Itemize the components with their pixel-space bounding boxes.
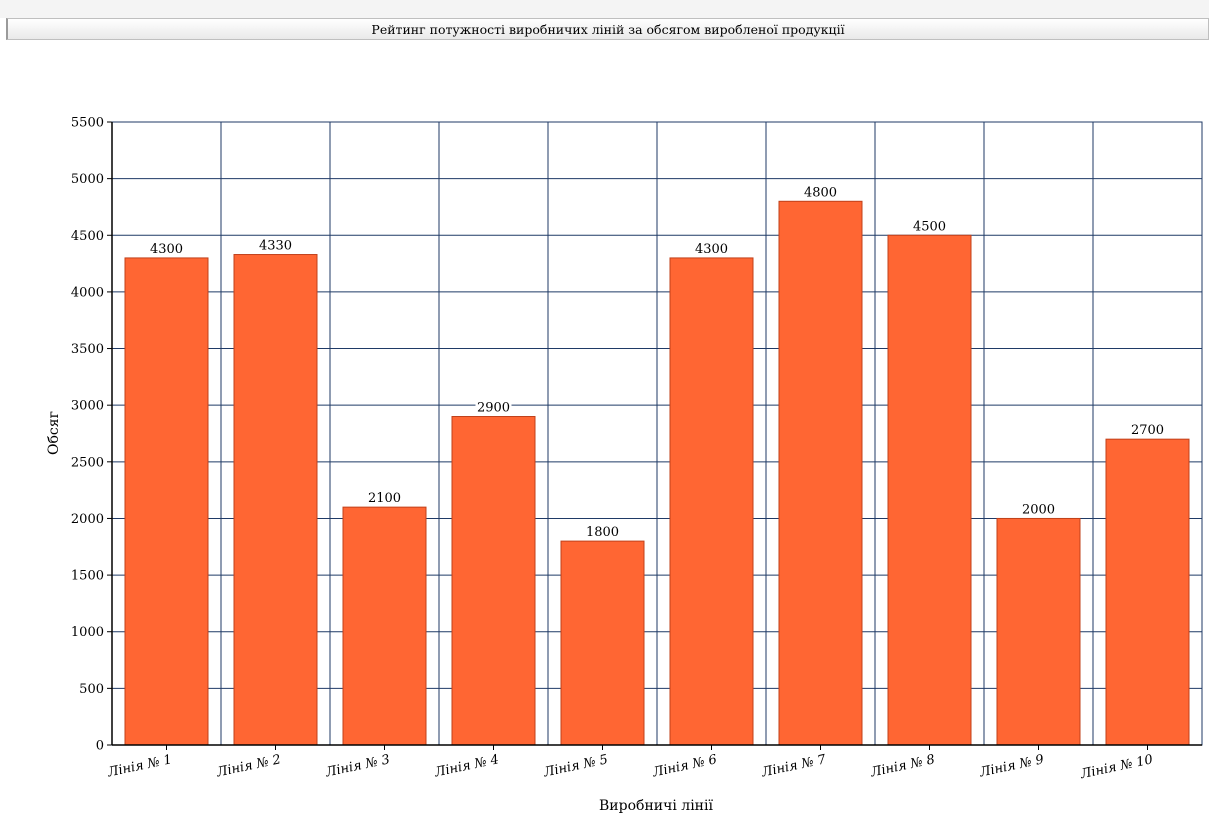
data-label: 4300 — [695, 242, 728, 257]
y-tick-label: 4500 — [71, 229, 104, 244]
data-label-background — [802, 184, 839, 200]
x-axis-label: Виробничі лінії — [599, 798, 713, 814]
x-tick-label: Лінія № 9 — [977, 752, 1045, 780]
y-tick-label: 5500 — [71, 116, 104, 131]
data-label: 4300 — [150, 242, 183, 257]
data-label-background — [911, 218, 948, 234]
data-label: 2700 — [1131, 423, 1164, 438]
x-tick-label: Лінія № 2 — [214, 752, 282, 780]
bar — [560, 540, 645, 746]
data-label: 2100 — [368, 491, 401, 506]
data-label: 4330 — [259, 239, 292, 254]
data-label-background — [366, 490, 403, 506]
data-label-background — [148, 240, 185, 256]
axes-group — [107, 121, 1203, 750]
bar — [233, 254, 318, 746]
x-tick-label: Лінія № 10 — [1078, 752, 1154, 782]
bar — [778, 200, 863, 746]
chart-title-bar: Рейтинг потужності виробничих ліній за о… — [6, 18, 1209, 40]
chart-title: Рейтинг потужності виробничих ліній за о… — [371, 21, 845, 37]
data-label: 2000 — [1022, 502, 1055, 517]
data-label: 4800 — [804, 185, 837, 200]
bar — [887, 234, 972, 746]
x-tick-label: Лінія № 3 — [323, 752, 391, 780]
x-tick-label: Лінія № 7 — [759, 752, 828, 781]
bar — [124, 257, 209, 746]
y-axis-label: Обсяг — [46, 411, 62, 455]
data-label: 2900 — [477, 401, 510, 416]
bar — [669, 257, 754, 746]
y-tick-label: 5000 — [71, 172, 104, 187]
x-tick-label: Лінія № 4 — [432, 752, 500, 780]
bar — [996, 517, 1081, 746]
y-tick-label: 500 — [79, 682, 104, 697]
bar — [451, 416, 536, 746]
y-tick-label: 4000 — [71, 285, 104, 300]
bar — [342, 506, 427, 746]
x-tick-label: Лінія № 5 — [541, 752, 609, 780]
data-label-background — [257, 237, 294, 253]
y-tick-label: 3000 — [71, 399, 104, 414]
x-tick-label: Лінія № 8 — [868, 752, 936, 780]
y-tick-label: 0 — [96, 739, 104, 754]
data-label-background — [1129, 422, 1166, 438]
x-tick-label: Лінія № 1 — [105, 752, 173, 780]
bars-group — [124, 200, 1190, 746]
data-label-background — [584, 524, 621, 540]
y-tick-label: 2500 — [71, 455, 104, 470]
bar — [1105, 438, 1190, 746]
data-label-background — [475, 399, 512, 415]
data-label-background — [693, 240, 730, 256]
top-strip — [0, 0, 1209, 18]
y-tick-label: 3500 — [71, 342, 104, 357]
y-tick-label: 2000 — [71, 512, 104, 527]
x-tick-label: Лінія № 6 — [650, 752, 718, 780]
data-label-background — [1020, 501, 1057, 517]
y-tick-label: 1500 — [71, 569, 104, 584]
y-tick-label: 1000 — [71, 625, 104, 640]
data-label: 1800 — [586, 525, 619, 540]
data-label: 4500 — [913, 219, 946, 234]
